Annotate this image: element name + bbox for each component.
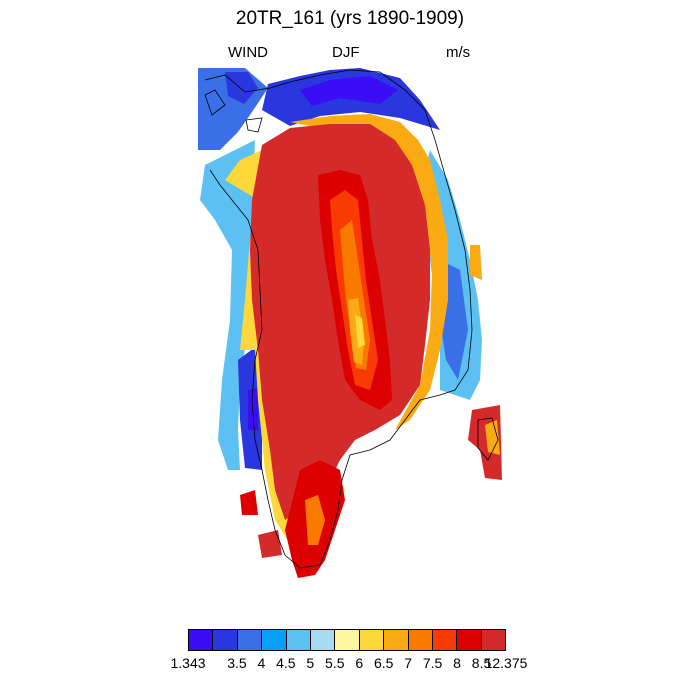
ridge-lightorange-region [348, 298, 364, 365]
season-label: DJF [332, 44, 360, 61]
colorbar-tick-label: 5 [306, 655, 315, 671]
nw-darkblue-region [225, 72, 258, 104]
colorbar-tick-label: 4.5 [276, 655, 296, 671]
colorbar-tick-label: 3.5 [227, 655, 247, 671]
units-label: m/s [446, 44, 471, 61]
colorbar-swatch [237, 630, 263, 650]
sw-red-patch [240, 490, 258, 515]
colorbar [188, 629, 506, 651]
colorbar-swatch [457, 630, 482, 650]
south-orange-region [305, 495, 325, 545]
colorbar-tick-label: 8.5 [471, 655, 492, 671]
colorbar-tick-label: 5.5 [325, 655, 345, 671]
ridge-yellow-region [355, 315, 365, 348]
colorbar-swatch [432, 630, 458, 650]
east-island-orange [485, 420, 500, 455]
east-orange-patch [470, 245, 482, 280]
colorbar-tick-label: 12.375 [484, 655, 528, 671]
plot-title: 20TR_161 (yrs 1890-1909) [235, 8, 465, 29]
colorbar-swatch [384, 630, 409, 650]
colorbar-labels: 1.343 3.5 4 4.5 5 5.5 6 6.5 7 7.5 8 8.5 12.375 [0, 655, 700, 675]
colorbar-tick-label: 4 [257, 655, 266, 671]
colorbar-tick-label: 7.5 [422, 655, 443, 671]
colorbar-swatch [481, 630, 506, 650]
north-deepblue-region [300, 76, 398, 106]
colorbar-swatch [189, 630, 214, 650]
colorbar-tick-label: 8 [453, 655, 461, 671]
sw-red-region [258, 530, 282, 558]
colorbar-tick-label: 1.343 [170, 655, 206, 671]
coastline [204, 69, 499, 569]
wind-field [198, 68, 502, 578]
colorbar-tick-label: 6 [355, 655, 364, 671]
colorbar-swatch [310, 630, 336, 650]
colorbar-swatch [335, 630, 360, 650]
west-lightblue-region [200, 140, 255, 470]
colorbar-swatch [286, 630, 311, 650]
colorbar-tick-label: 6.5 [373, 655, 394, 671]
colorbar-swatch [408, 630, 433, 650]
colorbar-swatch [213, 630, 238, 650]
colorbar-tick-label: 7 [404, 655, 413, 671]
colorbar-swatch [262, 630, 287, 650]
colorbar-swatch [359, 630, 385, 650]
variable-label: WIND [228, 44, 268, 61]
